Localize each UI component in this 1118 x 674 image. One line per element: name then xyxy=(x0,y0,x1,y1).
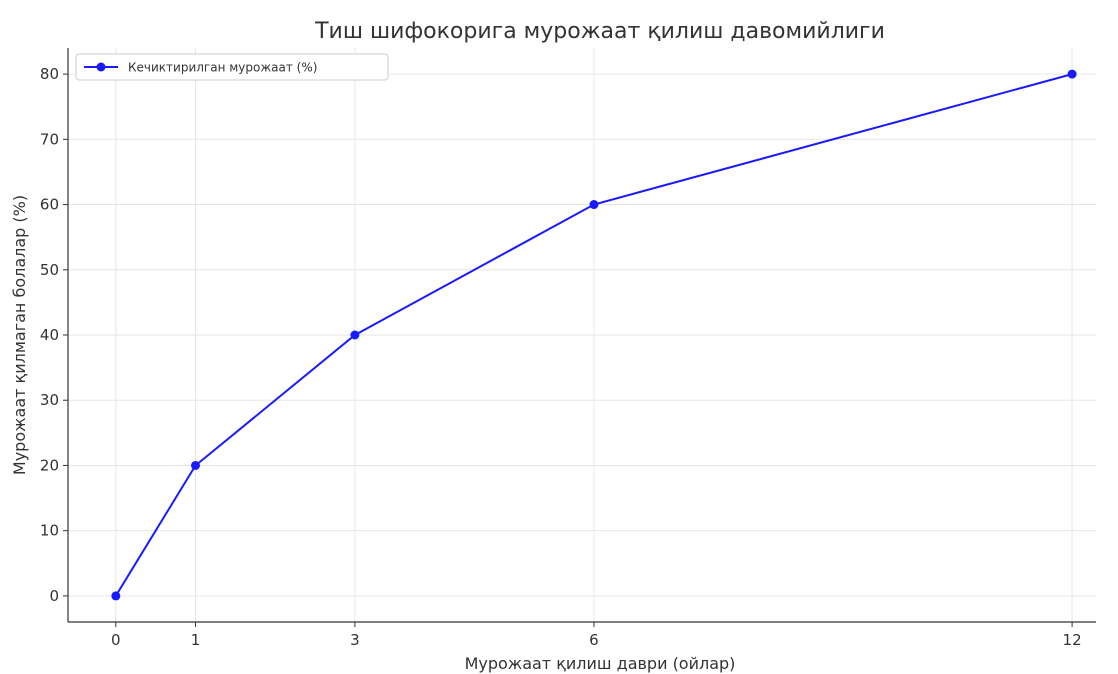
y-tick-label: 0 xyxy=(49,587,59,605)
y-tick-label: 10 xyxy=(40,522,59,540)
data-point xyxy=(350,330,360,340)
legend-box xyxy=(75,53,389,81)
data-point xyxy=(111,591,121,601)
series xyxy=(111,69,1077,601)
legend-marker xyxy=(96,62,106,72)
data-point xyxy=(589,200,599,210)
x-tick-label: 6 xyxy=(589,631,599,649)
x-tick-label: 12 xyxy=(1063,631,1082,649)
axes: 0 1 3 6 12 0 10 20 30 40 50 60 70 80 xyxy=(40,48,1096,649)
y-tick-label: 20 xyxy=(40,456,59,474)
legend: Кечиктирилган мурожаат (%) xyxy=(75,53,389,81)
x-tick-label: 3 xyxy=(350,631,360,649)
data-point xyxy=(1067,69,1077,79)
y-axis-title: Мурожаат қилмаган болалар (%) xyxy=(10,195,29,475)
y-tick-label: 40 xyxy=(40,326,59,344)
y-tick-label: 30 xyxy=(40,391,59,409)
chart-title: Тиш шифокорига мурожаат қилиш давомийлиг… xyxy=(314,19,885,44)
grid xyxy=(68,48,1096,622)
y-tick-label: 80 xyxy=(40,65,59,83)
y-tick-label: 60 xyxy=(40,196,59,214)
x-tick-label: 1 xyxy=(191,631,201,649)
data-point xyxy=(191,460,201,470)
legend-label: Кечиктирилган мурожаат (%) xyxy=(128,61,317,75)
y-tick-label: 50 xyxy=(40,261,59,279)
y-tick-label: 70 xyxy=(40,130,59,148)
x-tick-label: 0 xyxy=(111,631,121,649)
x-axis-title: Мурожаат қилиш даври (ойлар) xyxy=(465,654,736,673)
